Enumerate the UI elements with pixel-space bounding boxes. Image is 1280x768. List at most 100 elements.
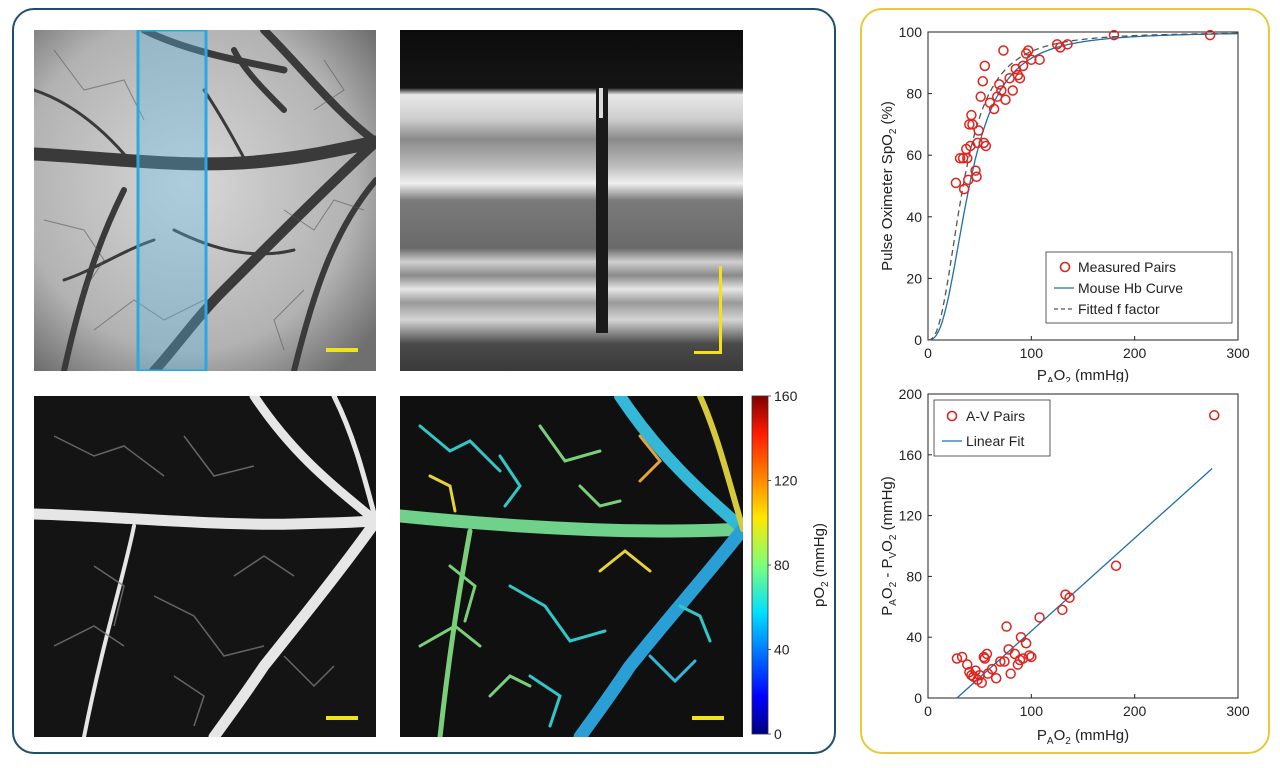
pa-pv-difference-chart: 0 40 80 120 160 200 0 100 200 300 PAO2 - PVO2 (m… bbox=[879, 386, 1250, 746]
data-point bbox=[1062, 39, 1073, 50]
data-point bbox=[1110, 560, 1122, 572]
data-point bbox=[1000, 94, 1011, 106]
colorbar-tick-label: 80 bbox=[774, 557, 790, 573]
y-tick-label: 80 bbox=[906, 568, 922, 584]
y-tick-label: 120 bbox=[899, 508, 923, 524]
x-tick-label: 0 bbox=[924, 703, 932, 719]
colorbar-tick-label: 120 bbox=[774, 473, 798, 489]
data-point bbox=[1017, 60, 1029, 72]
legend-av-pairs: A-V Pairs bbox=[966, 408, 1025, 424]
x-tick-label: 0 bbox=[924, 345, 932, 361]
data-point bbox=[995, 656, 1006, 667]
y-tick-label: 200 bbox=[899, 386, 923, 402]
scale-bar bbox=[326, 348, 358, 352]
colorbar-label: pO2 (mmHg) bbox=[811, 523, 831, 607]
data-point bbox=[979, 60, 991, 72]
y-axis-label: PAO2 - PVO2 (mmHg) bbox=[879, 476, 899, 616]
data-point bbox=[962, 659, 973, 670]
data-point bbox=[1024, 650, 1035, 661]
data-point bbox=[988, 103, 1000, 115]
legend-linear-fit: Linear Fit bbox=[966, 433, 1024, 449]
data-point bbox=[1064, 592, 1075, 603]
data-point bbox=[976, 677, 987, 689]
y-tick-label: 0 bbox=[914, 332, 922, 348]
data-point bbox=[986, 663, 998, 675]
legend-marker-av bbox=[946, 410, 958, 422]
y-tick-label: 40 bbox=[906, 629, 922, 645]
x-tick-label: 100 bbox=[1020, 345, 1044, 361]
data-point bbox=[1026, 651, 1037, 663]
data-point bbox=[958, 183, 970, 195]
legend-fitted-f-factor: Fitted f factor bbox=[1078, 301, 1160, 317]
scale-bar bbox=[694, 351, 722, 354]
data-point bbox=[962, 153, 973, 164]
data-point bbox=[1005, 668, 1016, 679]
data-point bbox=[951, 653, 963, 664]
data-point bbox=[1034, 54, 1045, 65]
x-tick-label: 100 bbox=[1020, 703, 1044, 719]
data-point bbox=[1022, 45, 1034, 56]
data-point bbox=[1204, 29, 1216, 41]
colorbar-tick-label: 160 bbox=[774, 390, 798, 404]
legend-mouse-hb-curve: Mouse Hb Curve bbox=[1078, 280, 1183, 296]
y-tick-label: 0 bbox=[914, 690, 922, 706]
data-point bbox=[950, 177, 962, 189]
data-point bbox=[1012, 69, 1024, 81]
po2-colorbar: 160 120 80 40 0 pO2 (mmHg) bbox=[748, 390, 834, 742]
po2-map-image bbox=[400, 396, 743, 737]
data-point bbox=[980, 140, 992, 152]
y-tick-label: 40 bbox=[906, 209, 922, 225]
angiogram-image bbox=[34, 396, 376, 737]
x-tick-label: 300 bbox=[1226, 703, 1250, 719]
data-point bbox=[967, 119, 978, 130]
data-point bbox=[1034, 612, 1045, 623]
data-point bbox=[1009, 648, 1021, 660]
y-tick-label: 80 bbox=[906, 86, 922, 102]
x-tick-label: 200 bbox=[1123, 345, 1147, 361]
data-point bbox=[998, 45, 1009, 56]
legend-measured-pairs: Measured Pairs bbox=[1078, 259, 1176, 275]
data-point bbox=[973, 125, 984, 136]
y-tick-label: 20 bbox=[906, 270, 922, 286]
data-point bbox=[956, 651, 968, 663]
data-point bbox=[999, 656, 1010, 667]
data-point bbox=[1208, 410, 1220, 421]
data-point bbox=[1108, 29, 1120, 41]
colorbar-ticks: 160 120 80 40 0 bbox=[768, 390, 798, 742]
data-point bbox=[978, 137, 990, 149]
data-point bbox=[990, 672, 1002, 684]
y-tick-label: 100 bbox=[899, 24, 923, 40]
colorbar-tick-label: 0 bbox=[774, 726, 782, 742]
oct-bscan-image bbox=[400, 30, 743, 371]
data-point bbox=[975, 91, 986, 102]
curve-fitted-f-factor bbox=[927, 32, 1238, 341]
data-point bbox=[1051, 39, 1063, 50]
y-tick-label: 60 bbox=[906, 147, 922, 163]
y-tick-label: 160 bbox=[899, 447, 923, 463]
data-point bbox=[978, 651, 990, 663]
x-tick-label: 200 bbox=[1123, 703, 1147, 719]
spo2-vs-pao2-chart: 0 20 40 60 80 100 0 100 200 300 Pulse Oximeter S… bbox=[879, 24, 1250, 382]
legend: A-V Pairs Linear Fit bbox=[933, 399, 1051, 457]
data-point bbox=[1020, 48, 1032, 59]
legend: Measured Pairs Mouse Hb Curve Fitted f f… bbox=[1045, 251, 1233, 324]
data-point bbox=[1007, 85, 1018, 96]
data-point bbox=[996, 85, 1007, 96]
x-axis-label: PAO2 (mmHg) bbox=[1037, 727, 1129, 746]
fundus-image bbox=[34, 30, 376, 371]
fit-line bbox=[956, 467, 1213, 699]
data-point bbox=[981, 648, 993, 660]
legend-marker-measured bbox=[1059, 261, 1071, 273]
scale-bar-vertical bbox=[719, 266, 722, 354]
data-point bbox=[957, 153, 969, 164]
colorbar-tick-label: 40 bbox=[774, 642, 790, 658]
data-point bbox=[1001, 621, 1012, 632]
data-point bbox=[1057, 604, 1068, 616]
data-point bbox=[966, 109, 977, 121]
data-point bbox=[1015, 631, 1027, 643]
scale-bar bbox=[326, 716, 358, 720]
x-axis-label: PAO2 (mmHg) bbox=[1037, 367, 1129, 382]
data-point bbox=[1020, 638, 1032, 649]
data-point bbox=[994, 79, 1005, 90]
data-point bbox=[970, 165, 981, 176]
